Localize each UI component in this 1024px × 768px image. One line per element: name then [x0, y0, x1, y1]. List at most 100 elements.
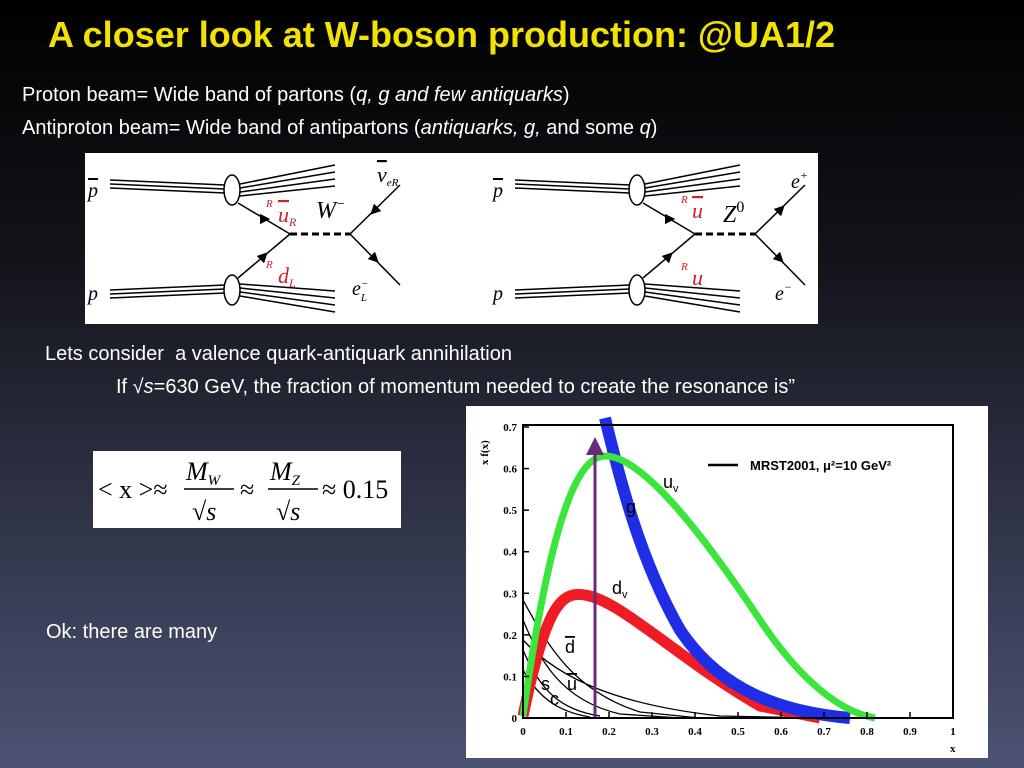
- text: and some: [541, 117, 640, 139]
- feynman-diagram: p p R u R u Z0 e+ e−: [491, 164, 808, 313]
- feynman-diagram: p p R uR R dL W− νeR eL−: [86, 162, 401, 313]
- text: +: [800, 168, 808, 182]
- numerator: MZ: [269, 457, 301, 489]
- label: R: [265, 259, 273, 271]
- label: e−: [775, 280, 792, 305]
- x-tick-label: 0.2: [602, 726, 616, 738]
- curve-label: s: [541, 674, 550, 694]
- label: dL: [278, 263, 296, 290]
- text: e: [791, 171, 800, 193]
- text: L: [288, 276, 296, 290]
- formula-approx: ≈: [240, 475, 254, 504]
- text: q: [640, 117, 651, 139]
- beam-line: Proton beam= Wide band of partons (q, g …: [22, 84, 570, 106]
- numerator: MW: [185, 457, 222, 489]
- label: p: [491, 283, 503, 305]
- denominator: √s: [276, 497, 300, 526]
- text: M: [269, 457, 293, 486]
- text: 0: [736, 199, 744, 216]
- legend: MRST2001, μ²=10 GeV²: [750, 458, 892, 473]
- y-tick-label: 0: [512, 713, 518, 725]
- text: eR: [387, 177, 399, 189]
- x-tick-label: 0.4: [688, 726, 702, 738]
- text: L: [360, 292, 367, 304]
- text: R: [288, 215, 297, 229]
- x-tick-label: 0.7: [817, 726, 831, 738]
- curve-label: d: [565, 637, 575, 657]
- text: Proton beam= Wide band of partons (: [22, 84, 356, 106]
- text: ): [651, 117, 658, 139]
- text: q, g and few antiquarks: [356, 84, 563, 106]
- x-tick-label: 0.6: [774, 726, 788, 738]
- text: u: [278, 202, 289, 227]
- curve: [517, 588, 822, 724]
- curve: [519, 452, 876, 722]
- x-tick-label: 0: [520, 726, 526, 738]
- text: W: [208, 473, 222, 489]
- curve: [522, 599, 821, 719]
- y-tick-label: 0.6: [503, 464, 517, 476]
- text: e: [775, 283, 784, 305]
- beam-line: Antiproton beam= Wide band of antiparton…: [22, 117, 657, 139]
- text: v: [673, 483, 679, 495]
- text: M: [185, 457, 209, 486]
- y-tick-label: 0.5: [503, 505, 517, 517]
- text: e: [352, 278, 361, 300]
- label: R: [680, 194, 688, 206]
- formula-box: [93, 451, 401, 528]
- x-tick-label: 0.9: [903, 726, 917, 738]
- text: ν: [377, 162, 387, 187]
- formula-rhs: ≈ 0.15: [322, 475, 388, 504]
- text: −: [784, 280, 792, 294]
- diagram-panel: [85, 153, 818, 324]
- y-tick-label: 0.3: [503, 588, 517, 600]
- text: s: [144, 376, 154, 398]
- formula: < x >≈ MW √s ≈ MZ √s ≈ 0.15: [98, 457, 388, 526]
- text: −: [336, 197, 345, 212]
- y-tick-label: 0.4: [503, 547, 517, 559]
- curve-label: u: [567, 674, 577, 694]
- text: ): [563, 84, 570, 106]
- text: antiquarks, g,: [421, 117, 541, 139]
- label: p: [86, 283, 98, 305]
- label: W−: [316, 197, 345, 224]
- x-tick-label: 0.3: [645, 726, 659, 738]
- curve-label: uv: [663, 472, 679, 495]
- curve: [599, 416, 851, 724]
- label: eL −: [352, 278, 368, 304]
- label: u: [692, 265, 703, 290]
- label: p: [491, 180, 503, 202]
- y-axis-label: x f(x): [479, 440, 491, 465]
- denominator: √s: [192, 497, 216, 526]
- text-line: Ok: there are many: [46, 621, 217, 643]
- x-tick-label: 0.8: [860, 726, 874, 738]
- title: A closer look at W-boson production: @UA…: [48, 14, 835, 55]
- label: Z0: [723, 199, 744, 228]
- label: R: [680, 261, 688, 273]
- x-tick-label: 1: [950, 726, 956, 738]
- curve-label: g: [626, 497, 636, 517]
- text: −: [361, 278, 368, 290]
- y-tick-label: 0.7: [503, 422, 517, 434]
- text: u: [663, 472, 673, 492]
- label: uR: [278, 202, 297, 229]
- label: R: [265, 198, 273, 210]
- text: Z: [292, 473, 301, 489]
- formula-lhs: < x >≈: [98, 475, 168, 504]
- label: νeR: [377, 162, 399, 189]
- text: Antiproton beam= Wide band of antiparton…: [22, 117, 421, 139]
- x-tick-label: 0.1: [559, 726, 573, 738]
- text: d: [612, 578, 622, 598]
- y-tick-label: 0.1: [503, 671, 517, 683]
- text: =630 GeV, the fraction of momentum neede…: [154, 376, 795, 398]
- x-axis-label: x: [950, 743, 956, 755]
- text-line: If √s=630 GeV, the fraction of momentum …: [116, 376, 795, 398]
- pdf-plot: MRST2001, μ²=10 GeV² uv g dv d u s c x f…: [466, 406, 988, 758]
- text: If √: [116, 376, 144, 398]
- y-tick-label: 0.2: [503, 630, 517, 642]
- label: p: [86, 180, 98, 202]
- text: v: [622, 589, 628, 601]
- label: e+: [791, 168, 808, 193]
